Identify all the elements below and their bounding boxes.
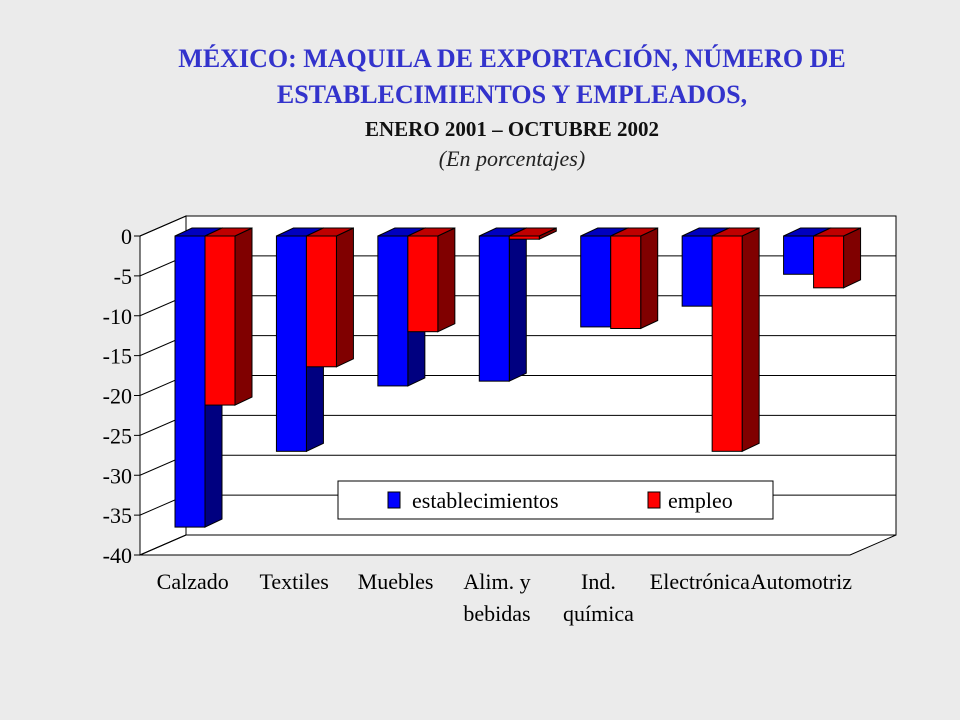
bar-side-face xyxy=(843,227,862,289)
bar-empleo xyxy=(305,227,354,368)
x-tick-label: Textiles xyxy=(259,569,328,594)
gridline xyxy=(139,534,896,556)
bar-front-face xyxy=(174,235,206,528)
x-tick-label: química xyxy=(563,601,634,626)
gridline xyxy=(139,215,896,237)
bar-empleo xyxy=(610,227,659,330)
bar-front-face xyxy=(407,235,439,333)
chart-units: (En porcentajes) xyxy=(438,146,586,171)
legend-swatch-empleo xyxy=(647,491,661,509)
y-tick-label: -20 xyxy=(103,384,132,409)
x-tick-label: Ind. xyxy=(581,569,616,594)
bar-side-face xyxy=(335,227,354,368)
bar-side-face xyxy=(437,227,456,333)
bar-front-face xyxy=(783,235,815,275)
legend-box xyxy=(337,480,774,520)
y-tick-label: -5 xyxy=(114,264,132,289)
x-tick-label: Calzado xyxy=(157,569,229,594)
x-tick-label: Alim. y xyxy=(463,569,530,594)
y-tick-label: -10 xyxy=(103,304,132,329)
legend-label-establecimientos: establecimientos xyxy=(412,488,559,513)
bar-front-face xyxy=(610,235,642,330)
bar-empleo xyxy=(711,227,760,453)
chart-subtitle: ENERO 2001 – OCTUBRE 2002 xyxy=(364,117,660,141)
bar-empleo xyxy=(508,227,557,240)
y-tick-label: -30 xyxy=(103,463,132,488)
bar-front-face xyxy=(508,235,540,240)
bar-front-face xyxy=(275,235,307,452)
legend-swatch-establecimientos xyxy=(387,491,401,509)
x-tick-label: bebidas xyxy=(463,601,530,626)
legend-label-empleo: empleo xyxy=(668,488,733,513)
bar-side-face xyxy=(741,227,760,453)
bar-front-face xyxy=(813,235,845,289)
bar-front-face xyxy=(478,235,510,382)
bar-side-face xyxy=(234,227,253,406)
bar-front-face xyxy=(580,235,612,328)
bar-front-face xyxy=(377,235,409,387)
bar-empleo xyxy=(204,227,253,406)
x-tick-label: Electrónica xyxy=(650,569,750,594)
y-tick-label: -40 xyxy=(103,543,132,568)
y-tick-label: 0 xyxy=(121,224,132,249)
bar-establecimientos xyxy=(478,227,527,382)
y-tick-label: -25 xyxy=(103,423,132,448)
chart-title-line2: ESTABLECIMIENTOS Y EMPLEADOS, xyxy=(276,80,748,109)
bar-front-face xyxy=(204,235,236,406)
bar-front-face xyxy=(711,235,743,452)
y-tick-label: -35 xyxy=(103,503,132,528)
bar-front-face xyxy=(681,235,713,307)
x-tick-label: Automotriz xyxy=(751,569,853,594)
bar-side-face xyxy=(640,227,659,330)
chart-title-line1: MÉXICO: MAQUILA DE EXPORTACIÓN, NÚMERO D… xyxy=(178,44,846,73)
x-tick-label: Muebles xyxy=(358,569,434,594)
legend: establecimientos empleo xyxy=(337,480,774,520)
bar-front-face xyxy=(305,235,337,368)
bar-empleo xyxy=(813,227,862,289)
y-tick-label: -15 xyxy=(103,344,132,369)
bar-empleo xyxy=(407,227,456,333)
plot-floor xyxy=(139,534,897,556)
bar-side-face xyxy=(508,227,527,382)
